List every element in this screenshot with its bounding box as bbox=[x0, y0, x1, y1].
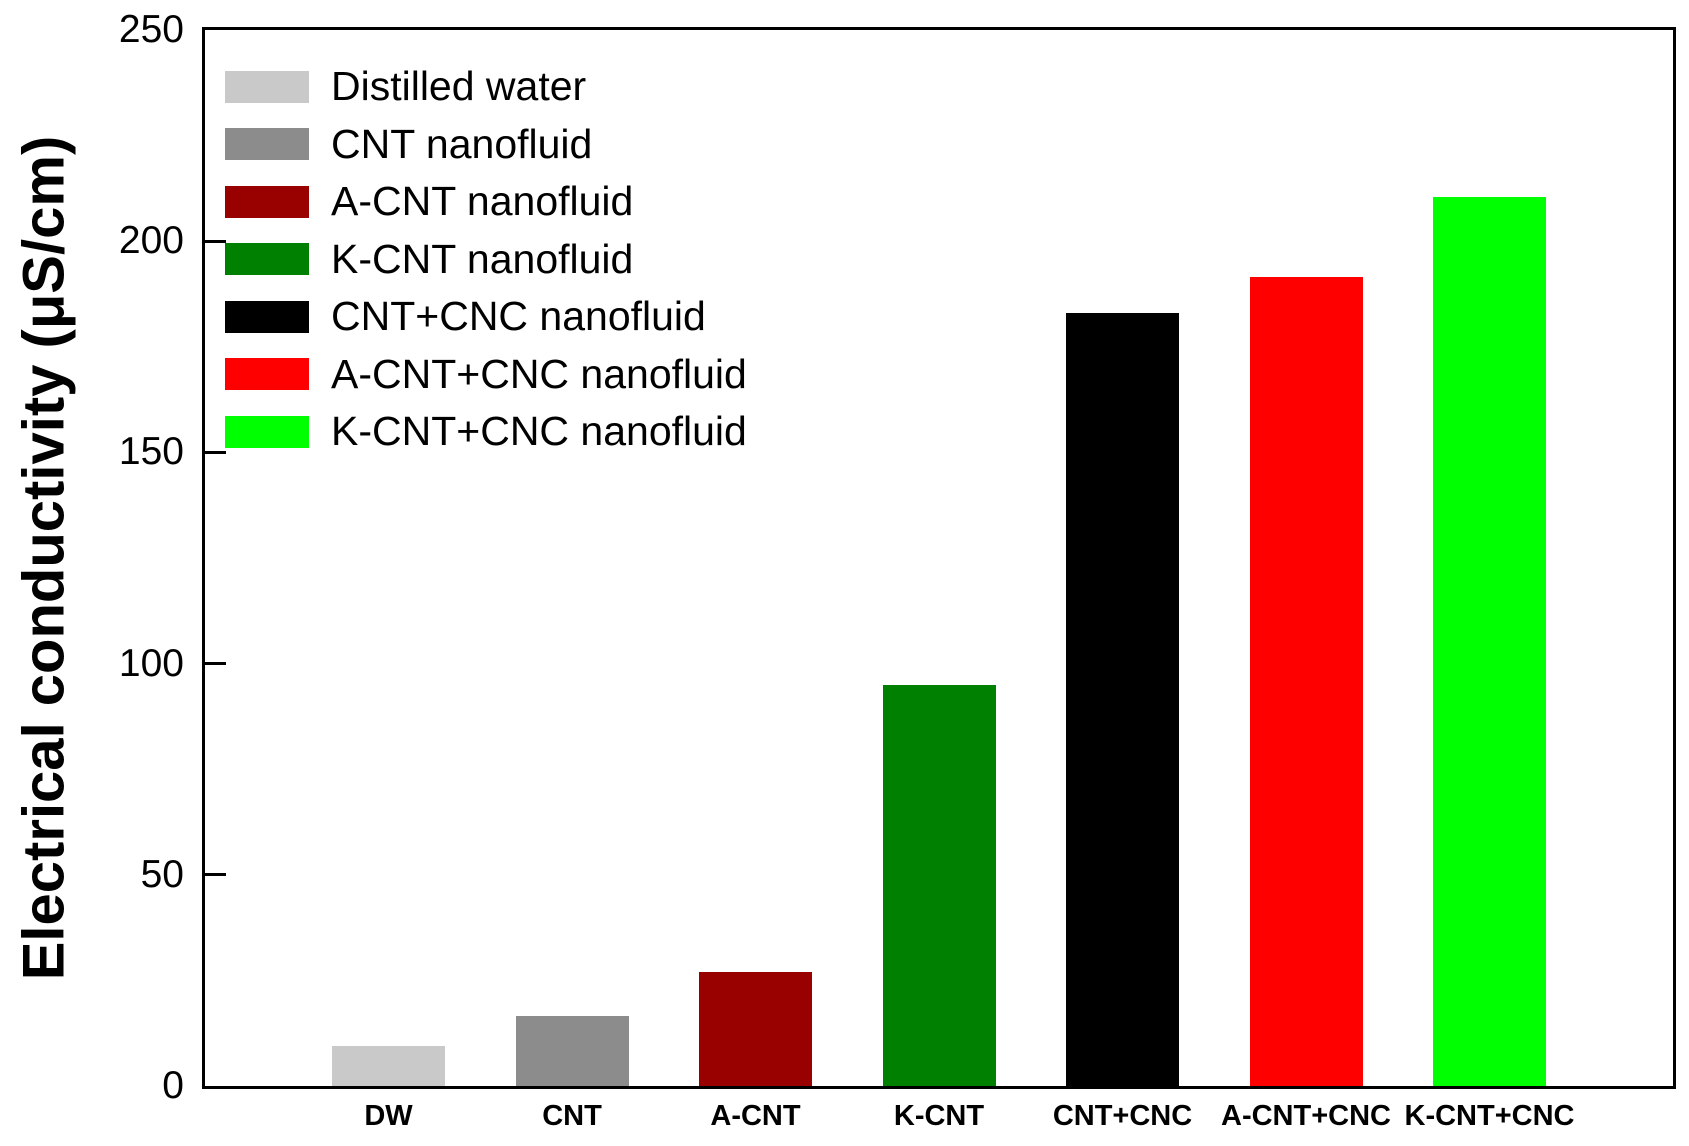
legend-item: CNT+CNC nanofluid bbox=[225, 288, 747, 346]
y-tick-label-150: 150 bbox=[118, 430, 184, 474]
bar-CNT+CNC bbox=[1066, 313, 1179, 1086]
legend-item: K-CNT+CNC nanofluid bbox=[225, 403, 747, 461]
y-tick-mark-50 bbox=[205, 873, 226, 877]
legend-swatch bbox=[225, 243, 309, 276]
y-axis-title: Electrical conductivity (μS/cm) bbox=[11, 135, 77, 981]
legend-label: A-CNT nanofluid bbox=[331, 178, 634, 225]
y-tick-label-50: 50 bbox=[140, 852, 184, 896]
bar-DW bbox=[332, 1045, 445, 1086]
legend-label: CNT+CNC nanofluid bbox=[331, 293, 706, 340]
legend: Distilled water CNT nanofluid A-CNT nanofl… bbox=[225, 58, 747, 461]
x-tick-label-A-CNT: A-CNT bbox=[710, 1100, 801, 1132]
y-tick-mark-150 bbox=[205, 450, 226, 454]
legend-label: Distilled water bbox=[331, 63, 587, 110]
bar-A-CNT bbox=[699, 971, 812, 1086]
bar-K-CNT+CNC bbox=[1433, 196, 1546, 1086]
legend-swatch bbox=[225, 128, 309, 161]
legend-label: K-CNT nanofluid bbox=[331, 235, 634, 282]
legend-label: A-CNT+CNC nanofluid bbox=[331, 350, 747, 397]
legend-label: K-CNT+CNC nanofluid bbox=[331, 408, 747, 455]
legend-label: CNT nanofluid bbox=[331, 120, 593, 167]
plot-area: Distilled water CNT nanofluid A-CNT nanofl… bbox=[202, 27, 1676, 1089]
y-tick-mark-200 bbox=[205, 239, 226, 243]
x-tick-label-CNT+CNC: CNT+CNC bbox=[1052, 1100, 1193, 1132]
bar-CNT bbox=[515, 1016, 629, 1086]
y-tick-label-0: 0 bbox=[162, 1064, 184, 1107]
y-tick-label-250: 250 bbox=[118, 8, 184, 51]
legend-swatch bbox=[225, 358, 309, 391]
x-tick-label-K-CNT+CNC: K-CNT+CNC bbox=[1404, 1100, 1575, 1132]
y-tick-label-200: 200 bbox=[118, 219, 184, 263]
legend-item: K-CNT nanofluid bbox=[225, 231, 747, 289]
y-tick-label-100: 100 bbox=[118, 641, 184, 685]
legend-item: A-CNT+CNC nanofluid bbox=[225, 346, 747, 404]
legend-swatch bbox=[225, 300, 309, 333]
x-tick-label-CNT: CNT bbox=[542, 1100, 602, 1132]
x-tick-label-A-CNT+CNC: A-CNT+CNC bbox=[1221, 1100, 1391, 1132]
bar-K-CNT bbox=[882, 684, 996, 1086]
legend-swatch bbox=[225, 70, 309, 103]
x-tick-label-K-CNT: K-CNT bbox=[893, 1100, 985, 1132]
legend-swatch bbox=[225, 415, 309, 448]
legend-item: CNT nanofluid bbox=[225, 116, 747, 174]
y-tick-mark-100 bbox=[205, 662, 226, 666]
legend-item: Distilled water bbox=[225, 58, 747, 116]
legend-item: A-CNT nanofluid bbox=[225, 173, 747, 231]
bar-A-CNT+CNC bbox=[1249, 277, 1363, 1086]
plot-area-inner: Distilled water CNT nanofluid A-CNT nanofl… bbox=[205, 30, 1673, 1086]
legend-swatch bbox=[225, 185, 309, 218]
x-tick-label-DW: DW bbox=[364, 1100, 413, 1132]
